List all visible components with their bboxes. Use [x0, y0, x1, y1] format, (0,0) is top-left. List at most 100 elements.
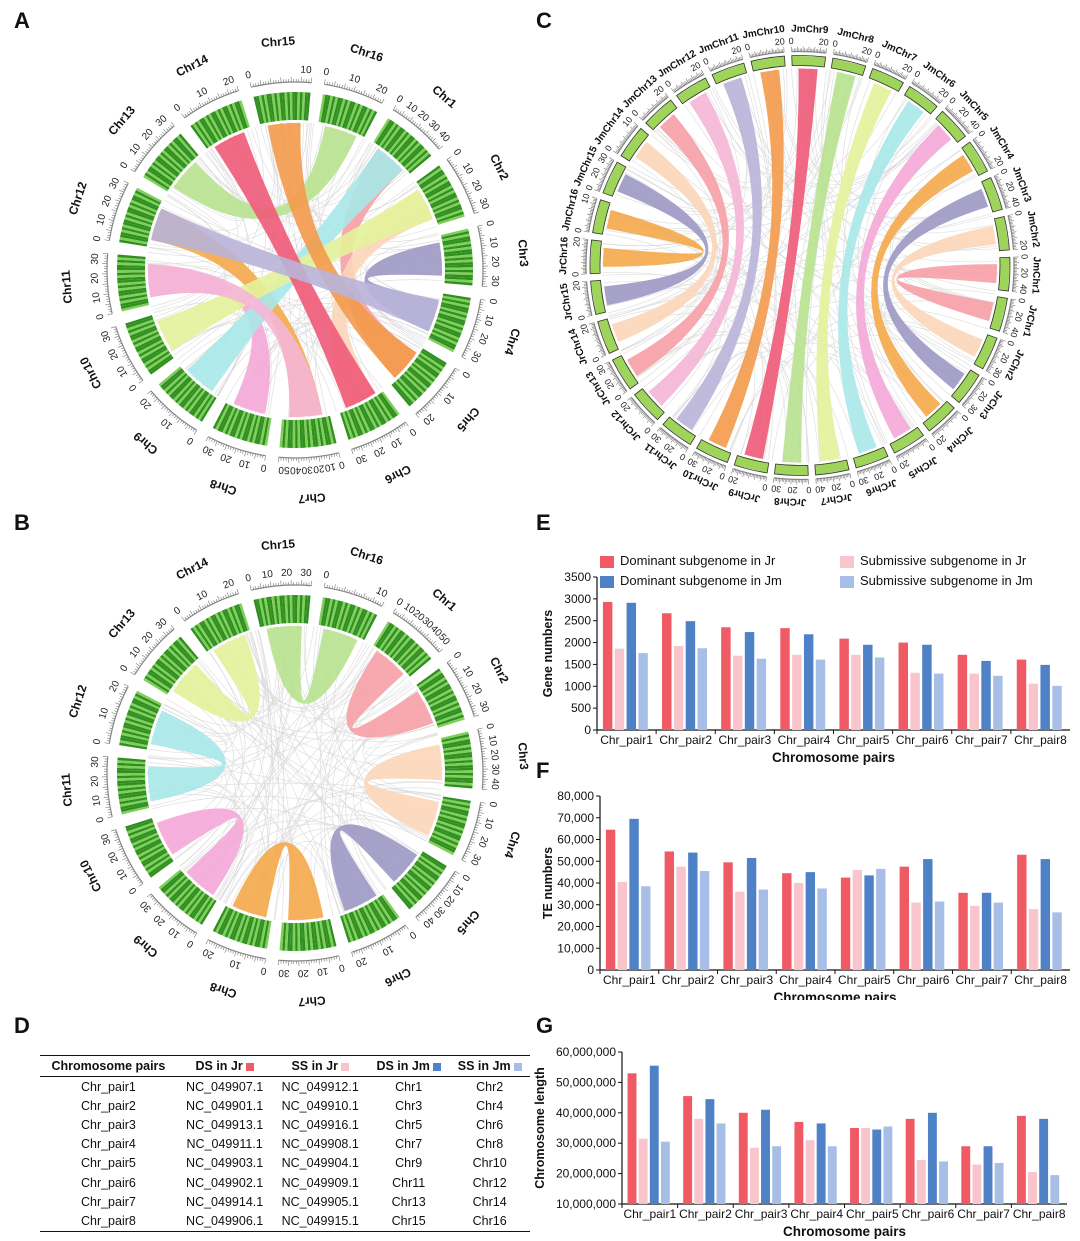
tick-label: 0 [483, 722, 495, 730]
chromosome-band-stripe [364, 401, 380, 428]
tick-axis-arc [324, 83, 383, 104]
tick-mark [435, 897, 439, 900]
tick-mark [456, 172, 460, 175]
chromosome-band-stripe [239, 915, 251, 943]
tick-mark [118, 848, 123, 851]
tick-mark [863, 469, 866, 473]
chromosome-label: Chr12 [66, 683, 90, 720]
tick-mark [111, 720, 115, 722]
chromosome-band-stripe [259, 416, 268, 445]
tick-mark [932, 433, 935, 436]
chromosome-band-stripe [264, 417, 272, 446]
tick-mark [473, 209, 477, 212]
chromosome-band-stripe [138, 844, 165, 861]
chromosome-band-stripe [340, 412, 352, 440]
tick-mark [138, 380, 144, 384]
tick-mark [423, 910, 428, 915]
tick-mark [108, 811, 112, 813]
table-cell: Chr13 [391, 1194, 426, 1209]
tick-mark [438, 893, 442, 896]
chromosome-band-stripe [397, 643, 419, 666]
chromosome-band-stripe [352, 910, 366, 938]
chromosome-band-stripe [439, 809, 468, 819]
tick-mark [108, 308, 112, 310]
tick-mark [896, 456, 899, 462]
tick-mark [190, 930, 193, 934]
tick-label: 30 [686, 456, 700, 470]
chromosome-band-stripe [335, 601, 346, 630]
tick-label: 30 [107, 176, 122, 191]
tick-mark [904, 451, 907, 455]
chromosome-band-stripe [438, 312, 466, 324]
tick-mark [894, 69, 898, 74]
chromosome-band-stripe [128, 707, 156, 720]
tick-axis-arc [461, 299, 482, 358]
chromosome-band-stripe [427, 690, 454, 706]
tick-mark [631, 400, 635, 403]
bar-sub-jr [972, 1164, 982, 1204]
tick-mark [902, 453, 905, 457]
chromosome-band-stripe [215, 907, 230, 934]
tick-mark [608, 162, 612, 165]
tick-mark [735, 56, 738, 61]
tick-label: 20 [201, 946, 216, 961]
tick-mark [403, 926, 406, 930]
tick-mark [118, 845, 122, 848]
chromosome-band-stripe [301, 92, 306, 121]
chromosome-band-stripe [117, 777, 146, 781]
chromosome-band-stripe [256, 416, 266, 445]
chromosome-band-stripe [696, 439, 731, 463]
tick-mark [866, 468, 869, 472]
tick-label: 0 [947, 95, 957, 106]
tick-mark [259, 957, 261, 961]
tick-mark [1007, 315, 1013, 318]
tick-mark [668, 435, 671, 439]
chromosome-band-stripe [352, 407, 366, 435]
tick-mark [643, 112, 648, 117]
tick-mark [712, 461, 715, 465]
tick-mark [1012, 237, 1018, 239]
tick-mark [201, 605, 204, 609]
chromosome-band-stripe [440, 304, 469, 314]
chromosome-band-stripe [399, 375, 421, 398]
tick-mark [865, 469, 867, 473]
tick-mark [424, 130, 429, 135]
tick-mark [122, 852, 126, 855]
tick-mark [381, 601, 385, 607]
tick-label: 20 [901, 61, 915, 75]
tick-mark [155, 139, 158, 142]
chromosome-band-stripe [344, 410, 356, 439]
chromosome-band-stripe [440, 731, 469, 741]
chromosome-band-stripe [160, 654, 183, 676]
chromosome-band-stripe [444, 272, 473, 276]
tick-mark [118, 342, 122, 345]
bar-dom-jm [685, 621, 696, 730]
tick-label: 30 [594, 363, 608, 377]
tick-mark [107, 735, 111, 737]
tick-mark [969, 396, 974, 400]
tick-mark [222, 444, 225, 448]
tick-label: 0 [613, 393, 624, 403]
syntenic-ribbon [782, 72, 856, 463]
tick-mark [647, 108, 652, 113]
tick-mark [752, 474, 755, 478]
x-tick-label: Chr_pair5 [837, 733, 890, 747]
synteny-link-grey [218, 840, 284, 921]
chromosome-band-stripe [163, 874, 186, 896]
tick-mark [437, 145, 440, 148]
chromosome-band-stripe [393, 885, 414, 908]
tick-mark [464, 691, 468, 694]
chromosome-band-stripe [178, 133, 199, 157]
tick-mark [181, 113, 185, 119]
table-cell: NC_049905.1 [281, 1194, 359, 1209]
tick-mark [979, 381, 984, 386]
chromosome-band-stripe [251, 918, 261, 947]
tick-mark [117, 700, 121, 703]
chromosome-band-stripe [634, 388, 665, 420]
tick-label: 10 [348, 72, 362, 86]
chromosome-band-stripe [441, 302, 469, 311]
tick-mark [390, 431, 393, 435]
chromosome-label: Chr14 [174, 52, 211, 80]
tick-label: 30 [301, 464, 313, 476]
